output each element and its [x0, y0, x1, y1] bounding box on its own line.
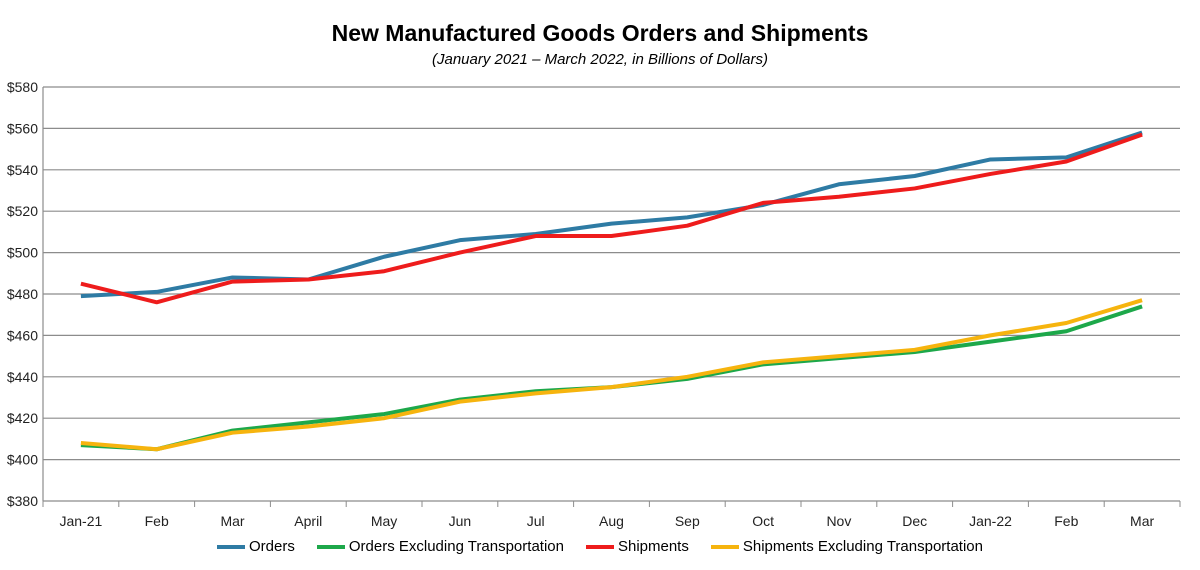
y-tick-label: $420 — [7, 410, 38, 426]
x-tick-label: Jul — [527, 513, 545, 529]
y-tick-label: $480 — [7, 286, 38, 302]
legend: Orders Orders Excluding Transportation Shi… — [0, 538, 1200, 555]
legend-swatch — [710, 544, 739, 549]
y-tick-label: $540 — [7, 162, 38, 178]
y-tick-label: $500 — [7, 245, 38, 261]
series-line-orders — [80, 130, 1143, 299]
x-tick-label: Jan-22 — [969, 513, 1012, 529]
y-tick-label: $460 — [7, 327, 38, 343]
legend-swatch — [316, 544, 345, 549]
y-tick-label: $560 — [7, 120, 38, 136]
chart-title: New Manufactured Goods Orders and Shipme… — [331, 20, 869, 46]
x-tick-label: Oct — [752, 513, 774, 529]
legend-swatch — [217, 544, 246, 549]
legend-item: Shipments Excluding Transportation — [710, 538, 983, 555]
x-tick-label: Mar — [1130, 513, 1154, 529]
x-tick-label: May — [371, 513, 397, 529]
x-tick-label: Aug — [599, 513, 624, 529]
y-tick-label: $580 — [7, 79, 38, 95]
y-tick-label: $520 — [7, 203, 38, 219]
x-tick-label: Mar — [220, 513, 244, 529]
legend-label: Orders Excluding Transportation — [348, 538, 564, 555]
x-tick-label: Nov — [826, 513, 851, 529]
series-line-orders-excluding-transportation — [80, 304, 1143, 452]
x-tick-label: Feb — [145, 513, 169, 529]
legend-item: Orders Excluding Transportation — [316, 538, 564, 555]
x-tick-label: Jun — [449, 513, 472, 529]
series-line-shipments — [80, 132, 1143, 305]
series-line-shipments-excluding-transportation — [80, 298, 1143, 452]
x-tick-label: Sep — [675, 513, 700, 529]
y-tick-label: $400 — [7, 452, 38, 468]
x-tick-label: Jan-21 — [59, 513, 102, 529]
x-tick-label: Feb — [1054, 513, 1078, 529]
legend-label: Shipments — [617, 538, 689, 555]
legend-swatch — [585, 544, 614, 549]
legend-item: Orders — [217, 538, 295, 555]
y-tick-label: $380 — [7, 493, 38, 509]
y-tick-label: $440 — [7, 369, 38, 385]
x-tick-label: Dec — [902, 513, 927, 529]
legend-label: Shipments Excluding Transportation — [742, 538, 983, 555]
legend-item: Shipments — [585, 538, 689, 555]
x-tick-label: April — [294, 513, 322, 529]
legend-label: Orders — [249, 538, 295, 555]
chart-subtitle: (January 2021 – March 2022, in Billions … — [432, 51, 768, 68]
